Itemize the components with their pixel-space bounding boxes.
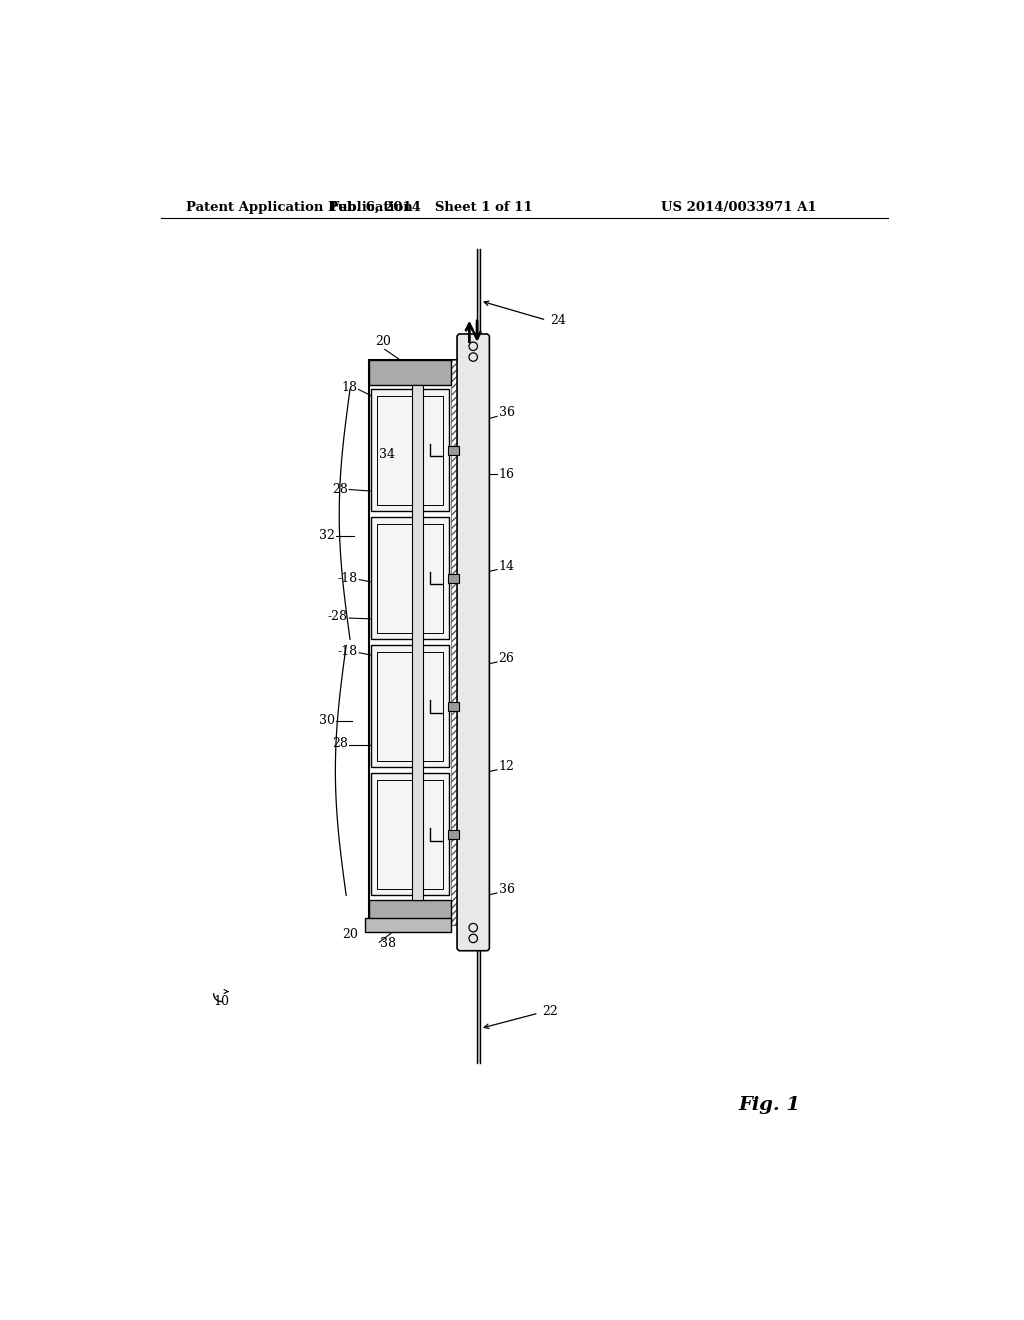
- Text: 36: 36: [499, 883, 515, 896]
- Text: 20: 20: [376, 335, 391, 348]
- Bar: [377, 396, 443, 506]
- Bar: [412, 385, 423, 900]
- Text: 24: 24: [550, 314, 566, 326]
- Text: Patent Application Publication: Patent Application Publication: [186, 201, 413, 214]
- Text: Fig. 1: Fig. 1: [739, 1097, 801, 1114]
- Text: 32: 32: [318, 529, 335, 543]
- Bar: [371, 389, 450, 511]
- Bar: [477, 249, 480, 1063]
- Text: 28: 28: [332, 737, 348, 750]
- Bar: [370, 360, 451, 385]
- Text: 30: 30: [318, 714, 335, 727]
- Text: 34: 34: [379, 449, 394, 462]
- Bar: [371, 774, 450, 895]
- Text: -18: -18: [338, 644, 357, 657]
- Bar: [447, 574, 459, 583]
- FancyBboxPatch shape: [457, 334, 489, 950]
- Text: -28: -28: [328, 610, 348, 623]
- Bar: [370, 900, 451, 924]
- Text: 12: 12: [499, 760, 514, 774]
- Bar: [370, 360, 477, 924]
- Text: 36: 36: [499, 407, 515, 418]
- Bar: [377, 652, 443, 762]
- Text: 26: 26: [499, 652, 514, 665]
- Text: 16: 16: [499, 467, 515, 480]
- Text: 18: 18: [341, 381, 357, 395]
- Text: 10: 10: [214, 995, 229, 1008]
- Text: 14: 14: [499, 560, 515, 573]
- Text: 22: 22: [543, 1005, 558, 1018]
- Bar: [377, 780, 443, 890]
- Text: Feb. 6, 2014   Sheet 1 of 11: Feb. 6, 2014 Sheet 1 of 11: [330, 201, 532, 214]
- Text: -18: -18: [338, 572, 357, 585]
- Bar: [366, 919, 451, 932]
- Text: 38: 38: [380, 937, 396, 950]
- Bar: [447, 702, 459, 711]
- Bar: [447, 446, 459, 455]
- Bar: [371, 517, 450, 639]
- Bar: [451, 360, 477, 924]
- Bar: [371, 645, 450, 767]
- Bar: [447, 830, 459, 840]
- Text: 20: 20: [342, 928, 357, 941]
- Bar: [377, 524, 443, 634]
- Text: US 2014/0033971 A1: US 2014/0033971 A1: [662, 201, 817, 214]
- Text: 28: 28: [332, 483, 348, 496]
